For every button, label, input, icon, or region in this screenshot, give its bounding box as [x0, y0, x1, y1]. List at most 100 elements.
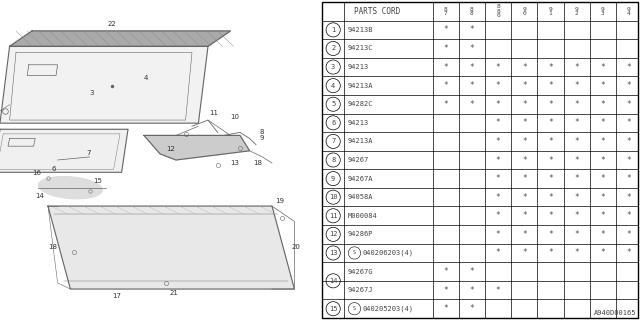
- Text: 14: 14: [35, 193, 44, 199]
- Text: *: *: [470, 304, 474, 313]
- Text: *: *: [496, 62, 500, 72]
- Text: 22: 22: [108, 21, 116, 28]
- Text: *: *: [496, 118, 500, 127]
- Text: *: *: [548, 230, 553, 239]
- Text: *: *: [627, 230, 631, 239]
- Text: 94267J: 94267J: [348, 287, 372, 293]
- Text: 8: 8: [331, 157, 335, 163]
- Text: *: *: [574, 248, 579, 258]
- Text: 94286P: 94286P: [348, 231, 372, 237]
- Text: *: *: [600, 81, 605, 90]
- Text: *: *: [496, 81, 500, 90]
- Text: 9
1: 9 1: [548, 7, 552, 16]
- Text: 15: 15: [93, 178, 102, 184]
- Text: 8: 8: [259, 129, 264, 135]
- Text: *: *: [627, 174, 631, 183]
- Text: *: *: [496, 248, 500, 258]
- Text: 94267G: 94267G: [348, 268, 372, 275]
- Polygon shape: [48, 206, 294, 289]
- Text: *: *: [627, 118, 631, 127]
- Text: *: *: [600, 137, 605, 146]
- Text: PARTS CORD: PARTS CORD: [355, 7, 401, 16]
- Text: *: *: [600, 230, 605, 239]
- Text: 040206203(4): 040206203(4): [363, 250, 413, 256]
- Polygon shape: [10, 31, 230, 46]
- Text: *: *: [574, 211, 579, 220]
- Text: 94058A: 94058A: [348, 194, 372, 200]
- Text: *: *: [522, 137, 527, 146]
- Text: 9
2: 9 2: [575, 7, 579, 16]
- Text: *: *: [574, 118, 579, 127]
- Text: 94282C: 94282C: [348, 101, 372, 107]
- Polygon shape: [0, 46, 208, 123]
- Text: *: *: [548, 156, 553, 164]
- Text: *: *: [548, 62, 553, 72]
- Text: S: S: [353, 251, 356, 255]
- Text: *: *: [574, 230, 579, 239]
- Text: 4: 4: [331, 83, 335, 89]
- Text: 6: 6: [331, 120, 335, 126]
- Text: 1: 1: [331, 27, 335, 33]
- Text: *: *: [522, 100, 527, 109]
- Text: *: *: [548, 211, 553, 220]
- Text: *: *: [496, 230, 500, 239]
- Text: *: *: [600, 62, 605, 72]
- Text: *: *: [627, 156, 631, 164]
- Text: *: *: [444, 25, 448, 34]
- Text: 94213A: 94213A: [348, 139, 372, 144]
- Text: *: *: [600, 211, 605, 220]
- Text: 9
3: 9 3: [601, 7, 605, 16]
- Text: 94213C: 94213C: [348, 45, 372, 52]
- Text: 94213: 94213: [348, 64, 369, 70]
- Text: *: *: [627, 193, 631, 202]
- Text: 12: 12: [329, 231, 337, 237]
- Text: 9: 9: [259, 135, 264, 141]
- Text: 14: 14: [329, 278, 337, 284]
- Text: *: *: [470, 44, 474, 53]
- Text: 7: 7: [86, 150, 91, 156]
- Text: 5: 5: [331, 101, 335, 107]
- Text: *: *: [574, 137, 579, 146]
- Text: *: *: [600, 248, 605, 258]
- Text: 94267: 94267: [348, 157, 369, 163]
- Text: 21: 21: [170, 290, 179, 296]
- Text: 19: 19: [275, 198, 284, 204]
- Text: 6: 6: [51, 166, 56, 172]
- Text: 94267A: 94267A: [348, 176, 372, 181]
- Text: *: *: [574, 174, 579, 183]
- Text: 94213A: 94213A: [348, 83, 372, 89]
- Text: *: *: [522, 230, 527, 239]
- Text: *: *: [496, 100, 500, 109]
- Text: *: *: [627, 137, 631, 146]
- Text: *: *: [522, 156, 527, 164]
- Text: *: *: [600, 174, 605, 183]
- Text: 94213: 94213: [348, 120, 369, 126]
- Text: *: *: [444, 100, 448, 109]
- Text: 3: 3: [90, 91, 94, 97]
- Text: *: *: [522, 62, 527, 72]
- Text: *: *: [574, 100, 579, 109]
- Text: 7: 7: [331, 139, 335, 144]
- Text: *: *: [496, 286, 500, 295]
- Text: *: *: [627, 248, 631, 258]
- Polygon shape: [0, 129, 128, 172]
- Text: *: *: [470, 267, 474, 276]
- Text: *: *: [548, 193, 553, 202]
- Text: *: *: [522, 118, 527, 127]
- Text: *: *: [444, 44, 448, 53]
- Text: *: *: [444, 81, 448, 90]
- Text: 3: 3: [331, 64, 335, 70]
- Text: *: *: [522, 193, 527, 202]
- Text: 9
4: 9 4: [627, 7, 631, 16]
- Text: 8
8: 8 8: [470, 7, 474, 16]
- Text: *: *: [496, 137, 500, 146]
- Text: S: S: [353, 306, 356, 311]
- Text: 10: 10: [230, 114, 239, 120]
- Text: *: *: [600, 100, 605, 109]
- Text: *: *: [574, 156, 579, 164]
- Text: *: *: [548, 137, 553, 146]
- Text: 13: 13: [329, 250, 337, 256]
- Text: *: *: [522, 211, 527, 220]
- Text: *: *: [574, 62, 579, 72]
- Text: *: *: [548, 81, 553, 90]
